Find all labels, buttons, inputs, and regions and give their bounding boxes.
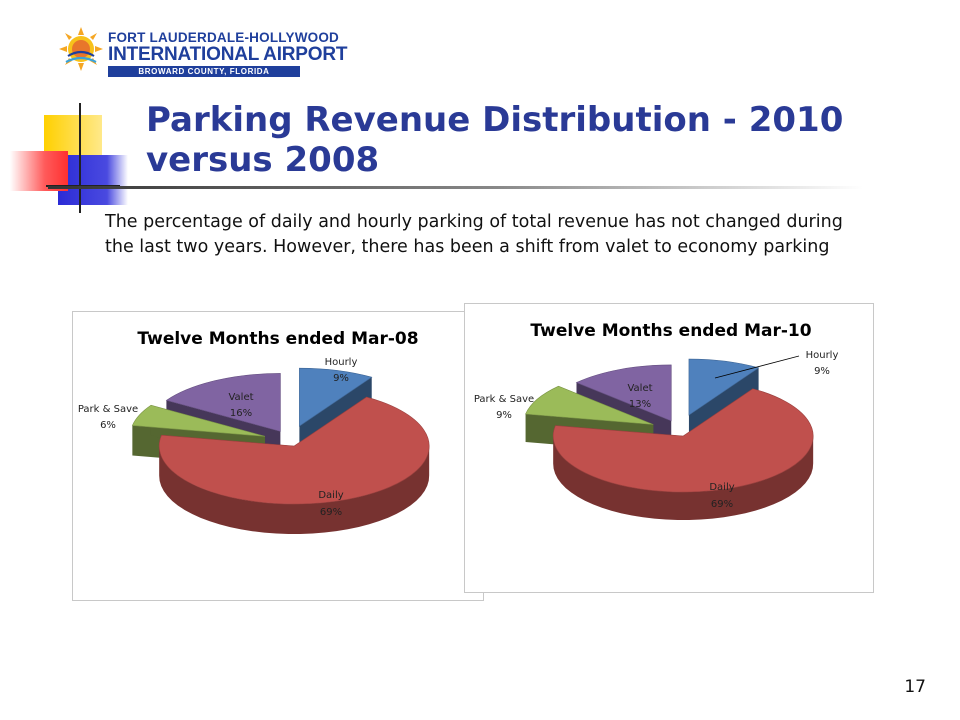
intro-text: The percentage of daily and hourly parki… [105, 212, 843, 257]
slice-value-hourly: 9% [814, 366, 830, 377]
pie-chart-mar-08: Twelve Months ended Mar-08 Hourly 9% Daily 6… [72, 311, 484, 601]
chart-title: Twelve Months ended Mar-10 [530, 321, 811, 341]
blue-square [58, 155, 128, 205]
pie-slices [525, 358, 814, 520]
logo-line-1: FORT LAUDERDALE-HOLLYWOOD [108, 30, 339, 45]
decorative-squares [10, 103, 128, 213]
pie-chart-mar-10: Twelve Months ended Mar-10 Hourly 9% Daily 6… [464, 303, 874, 593]
title-divider [48, 186, 863, 189]
slice-value-hourly: 9% [333, 373, 349, 384]
logo-line-2: INTERNATIONAL AIRPORT [108, 44, 348, 65]
slice-label-daily: Daily [709, 482, 734, 493]
slide-title: Parking Revenue Distribution - 2010 vers… [146, 100, 844, 180]
slice-label-valet: Valet [228, 392, 253, 403]
slice-label-daily: Daily [318, 490, 343, 501]
pie-slice-daily [158, 396, 430, 534]
sun-logo-icon [59, 27, 103, 71]
pie-slices [131, 367, 430, 534]
slice-value-daily: 69% [711, 499, 733, 510]
airport-logo: FORT LAUDERDALE-HOLLYWOOD INTERNATIONAL … [58, 26, 347, 78]
slice-value-park-save: 6% [100, 420, 116, 431]
slice-value-park-save: 9% [496, 410, 512, 421]
slice-label-valet: Valet [627, 383, 652, 394]
slice-label-hourly: Hourly [325, 357, 358, 368]
slice-label-park-save: Park & Save [78, 404, 138, 415]
logo-line-3: BROWARD COUNTY, FLORIDA [108, 66, 300, 77]
page-number: 17 [904, 677, 926, 697]
slice-label-park-save: Park & Save [474, 394, 534, 405]
leader-line [714, 355, 800, 379]
slice-value-valet: 16% [230, 408, 252, 419]
red-square [10, 151, 68, 191]
slice-value-daily: 69% [320, 507, 342, 518]
slice-value-valet: 13% [629, 399, 651, 410]
chart-title: Twelve Months ended Mar-08 [137, 329, 418, 349]
pie-slice-daily [552, 388, 814, 520]
slice-label-hourly: Hourly [806, 350, 839, 361]
